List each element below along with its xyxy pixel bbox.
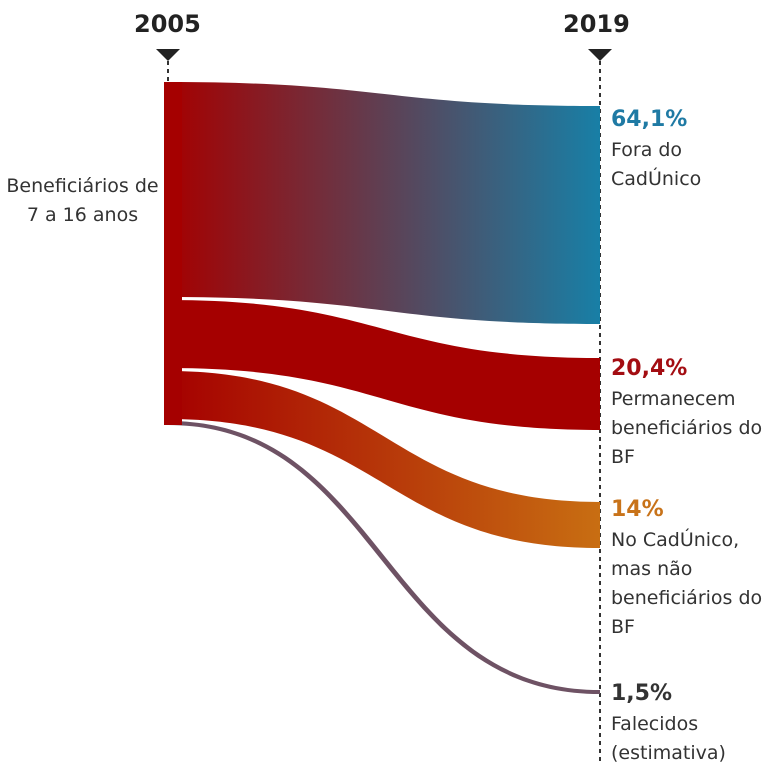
flow-label-falecidos: 1,5% Falecidos (estimativa) [611,678,769,768]
pct-no-cadunico: 14% [611,497,664,522]
flow-label-permanecem: 20,4% Permanecem beneficiários do BF [611,353,769,472]
source-label: Beneficiários de 7 a 16 anos [6,175,159,226]
flow-permanecem [168,300,600,430]
desc-fora: Fora do CadÚnico [611,139,702,190]
desc-no-cadunico: No CadÚnico, mas não beneficiários do BF [611,529,763,638]
year-start-label: 2005 [134,10,201,38]
flow-no-cadunico [168,371,600,548]
year-end-marker [588,49,612,61]
desc-falecidos: Falecidos (estimativa) [611,713,726,764]
year-end-label: 2019 [563,10,630,38]
flow-label-no-cadunico: 14% No CadÚnico, mas não beneficiários d… [611,494,769,642]
pct-fora: 64,1% [611,107,688,132]
flow-fora [168,82,600,324]
flow-label-fora: 64,1% Fora do CadÚnico [611,104,751,194]
pct-permanecem: 20,4% [611,356,688,381]
source-node [164,82,182,425]
desc-permanecem: Permanecem beneficiários do BF [611,388,763,468]
pct-falecidos: 1,5% [611,681,673,706]
flow-falecidos [168,421,600,694]
year-start-marker [156,49,180,61]
